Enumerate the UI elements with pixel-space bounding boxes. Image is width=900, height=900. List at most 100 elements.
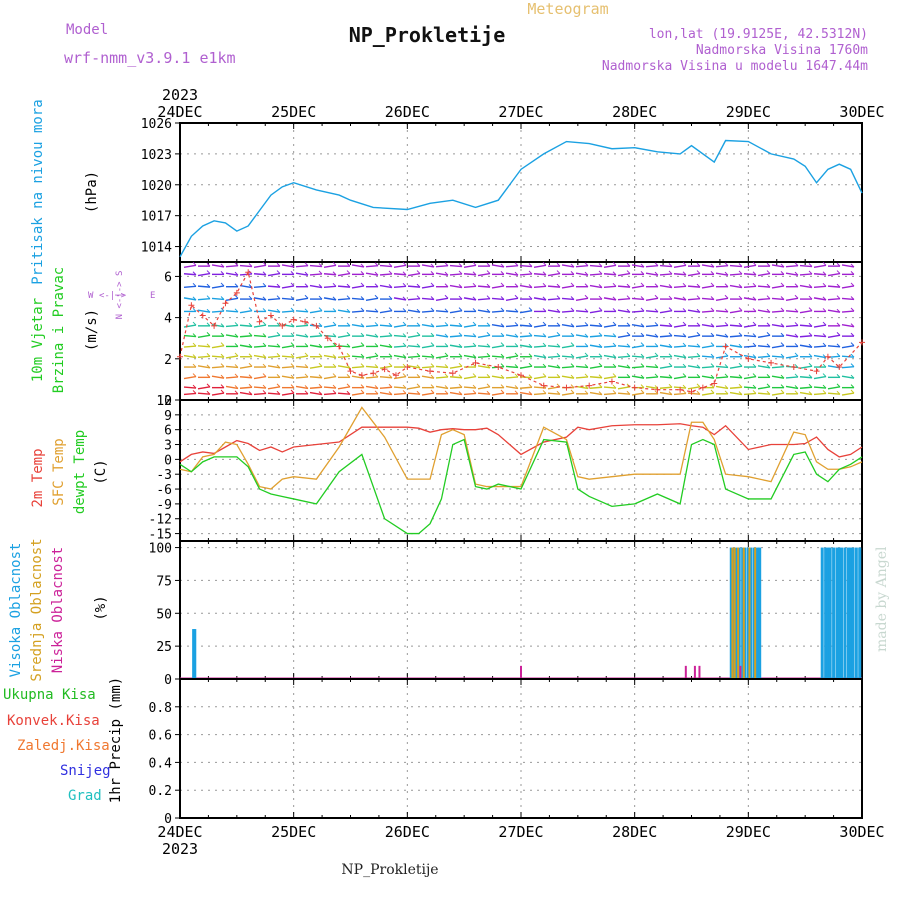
wind-barb-head bbox=[836, 373, 841, 378]
wind-barb-head bbox=[248, 362, 253, 367]
panel-precip: 0 0.2 0.4 0.6 0.8 bbox=[149, 678, 863, 827]
wind-barb-head bbox=[192, 321, 197, 326]
wind-barb-head bbox=[808, 263, 813, 267]
wind-barb-head bbox=[738, 343, 743, 348]
wind-barb bbox=[435, 376, 449, 379]
wind-barb-head bbox=[696, 295, 701, 300]
ylabel-wind-2: Brzina i Pravac bbox=[51, 267, 67, 393]
wind-barb bbox=[421, 344, 435, 349]
wind-barb bbox=[729, 324, 743, 327]
wind-barb bbox=[533, 285, 547, 289]
wind-barb-head bbox=[304, 262, 309, 267]
legend-precip-3: Snijeg bbox=[60, 763, 111, 779]
wind-barb-head bbox=[640, 271, 645, 275]
wind-barb-head bbox=[626, 331, 631, 336]
wind-barb bbox=[533, 392, 547, 396]
wind-barb-head bbox=[766, 364, 771, 369]
wind-barb bbox=[183, 264, 197, 269]
wind-barb bbox=[435, 385, 449, 390]
wind-barb bbox=[281, 355, 295, 358]
wind-barb-head bbox=[472, 296, 477, 301]
wind-barb-head bbox=[458, 332, 463, 337]
wind-barb-head bbox=[430, 296, 435, 300]
wind-barb bbox=[281, 365, 295, 369]
wind-barb-head bbox=[668, 270, 673, 275]
wind-speed-marker bbox=[586, 382, 593, 389]
wind-barb-head bbox=[220, 332, 225, 337]
wind-barb bbox=[589, 335, 603, 338]
wind-barb bbox=[827, 345, 841, 348]
wind-barb-head bbox=[472, 321, 477, 326]
wind-barb bbox=[323, 354, 337, 359]
wind-barb bbox=[589, 284, 603, 289]
wind-barb-head bbox=[640, 282, 645, 287]
wind-barb-head bbox=[458, 391, 463, 395]
wind-barb-head bbox=[668, 391, 673, 395]
wind-barb bbox=[547, 334, 561, 339]
wind-barb-head bbox=[556, 373, 561, 378]
wind-barb-head bbox=[808, 343, 813, 348]
wind-barb-head bbox=[570, 282, 575, 287]
wind-barb-head bbox=[206, 364, 211, 369]
wind-barb bbox=[393, 386, 407, 389]
wind-barb-head bbox=[248, 332, 253, 337]
wind-barb-head bbox=[444, 283, 449, 288]
wind-barb-head bbox=[500, 374, 505, 379]
wind-barb bbox=[393, 297, 407, 301]
wind-barb-head bbox=[262, 261, 267, 266]
wind-barb-head bbox=[346, 373, 351, 378]
wind-barb-head bbox=[626, 295, 631, 300]
wind-barb bbox=[813, 345, 827, 348]
wind-barb-head bbox=[836, 352, 841, 357]
wind-barb-head bbox=[836, 295, 841, 300]
x-tick-label-top: 29DEC bbox=[726, 103, 771, 121]
wind-barb-head bbox=[360, 332, 365, 337]
wind-barb bbox=[687, 309, 701, 313]
wind-barb bbox=[211, 310, 225, 313]
wind-barb bbox=[645, 324, 659, 328]
wind-speed-marker bbox=[745, 355, 752, 362]
wind-barb bbox=[309, 284, 323, 289]
wind-barb bbox=[225, 365, 239, 369]
wind-barb-head bbox=[248, 263, 253, 267]
wind-barb-head bbox=[332, 354, 337, 358]
wind-barb bbox=[715, 365, 729, 369]
wind-barb-head bbox=[360, 296, 365, 300]
wind-barb bbox=[729, 376, 743, 379]
wind-barb-head bbox=[514, 283, 519, 288]
wind-barb bbox=[281, 297, 295, 301]
wind-barb bbox=[785, 297, 799, 301]
wind-barb bbox=[645, 297, 659, 301]
wind-barb bbox=[603, 324, 617, 328]
wind-barb-head bbox=[276, 352, 281, 357]
wind-barb-head bbox=[598, 307, 603, 311]
wind-barb-head bbox=[458, 295, 463, 300]
wind-barb bbox=[561, 375, 575, 379]
wind-barb-head bbox=[374, 333, 379, 338]
wind-barb-head bbox=[626, 270, 631, 274]
wind-barb bbox=[365, 297, 379, 301]
wind-barb-head bbox=[710, 271, 715, 275]
wind-barb-head bbox=[346, 390, 351, 395]
wind-barb bbox=[267, 386, 281, 390]
wind-barb-head bbox=[780, 389, 785, 394]
wind-barb-head bbox=[402, 384, 407, 389]
compass-ns: N <-|-> S bbox=[115, 271, 125, 320]
wind-barb-head bbox=[584, 262, 589, 267]
wind-barb bbox=[603, 334, 617, 338]
wind-barb bbox=[645, 376, 659, 379]
wind-barb-head bbox=[584, 373, 589, 378]
wind-barb bbox=[477, 285, 491, 288]
wind-barb-head bbox=[528, 307, 533, 311]
wind-barb-head bbox=[430, 353, 435, 358]
wind-barb-head bbox=[794, 352, 799, 357]
wind-barb bbox=[631, 297, 645, 301]
wind-barb-head bbox=[374, 373, 379, 378]
wind-barb bbox=[561, 365, 575, 369]
wind-barb bbox=[197, 334, 211, 339]
wind-barb-head bbox=[388, 343, 393, 348]
wind-barb-head bbox=[220, 363, 225, 367]
wind-barb-head bbox=[206, 283, 211, 288]
wind-barb bbox=[729, 273, 743, 276]
x-tick-label-bottom: 30DEC bbox=[839, 823, 884, 841]
